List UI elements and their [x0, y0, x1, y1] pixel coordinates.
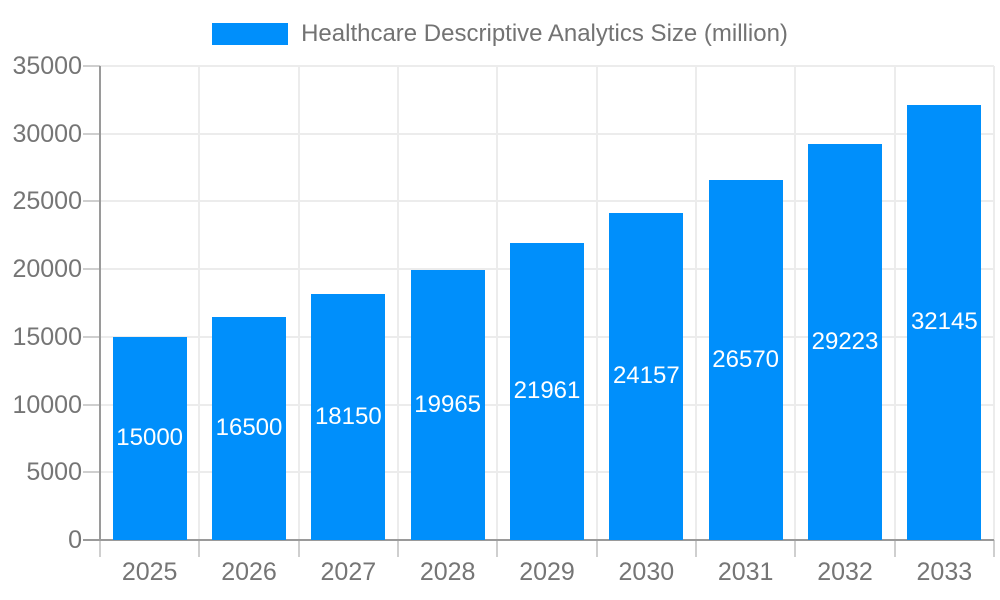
- bar-2030[interactable]: [609, 212, 684, 540]
- x-axis-tick-label: 2033: [916, 558, 973, 586]
- x-axis-tick: [893, 540, 896, 557]
- y-axis-tick-label: 25000: [12, 187, 82, 216]
- gridline-vertical: [794, 66, 797, 540]
- y-axis-tick: [83, 65, 100, 67]
- y-axis-tick-label: 0: [68, 526, 82, 554]
- y-axis-tick: [83, 268, 100, 271]
- x-axis-tick-label: 2032: [817, 558, 873, 586]
- gridline-vertical: [297, 66, 300, 540]
- bar-value-label: 16500: [215, 414, 283, 442]
- bar-value-label: 19965: [414, 390, 482, 418]
- bar-2028[interactable]: [410, 269, 485, 540]
- x-axis-tick-label: 2026: [221, 558, 277, 586]
- y-axis-tick-label: 35000: [12, 52, 82, 80]
- bar-2031[interactable]: [708, 180, 783, 540]
- y-axis-tick: [83, 132, 100, 135]
- gridline-vertical: [893, 66, 896, 540]
- y-axis-tick: [83, 200, 100, 203]
- gridline-horizontal: [100, 200, 994, 203]
- gridline-horizontal: [100, 132, 994, 135]
- bar-value-label: 29223: [811, 328, 879, 356]
- gridline-vertical: [695, 66, 697, 540]
- x-axis-tick: [397, 540, 399, 557]
- gridline-vertical: [993, 66, 995, 540]
- legend-swatch[interactable]: [212, 23, 289, 45]
- bar-2027[interactable]: [311, 294, 386, 540]
- gridline-vertical: [595, 66, 598, 540]
- x-axis-tick-label: 2027: [320, 558, 377, 586]
- x-axis-tick-label: 2031: [717, 558, 774, 586]
- y-axis-tick: [83, 403, 100, 406]
- gridline-horizontal: [100, 65, 994, 67]
- bar-2033[interactable]: [907, 104, 982, 540]
- y-axis-tick-label: 15000: [12, 322, 82, 351]
- bar-value-label: 15000: [116, 424, 184, 452]
- x-axis-tick: [198, 540, 201, 557]
- bar-2026[interactable]: [212, 316, 286, 540]
- bar-value-label: 32145: [910, 308, 978, 336]
- x-axis-tick: [794, 540, 797, 557]
- y-axis-tick: [83, 471, 100, 474]
- x-axis-tick: [993, 540, 995, 557]
- x-axis-tick-label: 2029: [519, 558, 575, 586]
- x-axis-tick: [297, 540, 300, 557]
- y-axis-tick-label: 5000: [26, 458, 82, 487]
- bar-value-label: 18150: [314, 403, 382, 431]
- x-axis-tick-label: 2025: [121, 558, 178, 586]
- bar-2032[interactable]: [808, 144, 882, 540]
- chart-legend[interactable]: Healthcare Descriptive Analytics Size (m…: [0, 20, 1000, 48]
- gridline-vertical: [496, 66, 499, 540]
- x-axis-line: [83, 539, 994, 541]
- bar-value-label: 26570: [712, 346, 780, 374]
- x-axis-tick-label: 2030: [618, 558, 675, 586]
- y-axis-line: [99, 66, 101, 540]
- x-axis-tick: [99, 540, 101, 557]
- x-axis-tick: [595, 540, 598, 557]
- x-axis-tick: [695, 540, 697, 557]
- x-axis-tick-label: 2028: [419, 558, 476, 586]
- bar-2025[interactable]: [112, 336, 187, 540]
- y-axis-tick-label: 10000: [12, 390, 82, 419]
- bar-value-label: 24157: [612, 362, 680, 390]
- bar-2029[interactable]: [510, 242, 584, 540]
- legend-label: Healthcare Descriptive Analytics Size (m…: [301, 20, 788, 47]
- gridline-vertical: [198, 66, 201, 540]
- bar-value-label: 21961: [513, 377, 581, 405]
- y-axis-tick-label: 30000: [12, 119, 82, 148]
- y-axis-tick-label: 20000: [12, 255, 82, 284]
- gridline-vertical: [397, 66, 399, 540]
- y-axis-tick: [83, 335, 100, 338]
- x-axis-tick: [496, 540, 499, 557]
